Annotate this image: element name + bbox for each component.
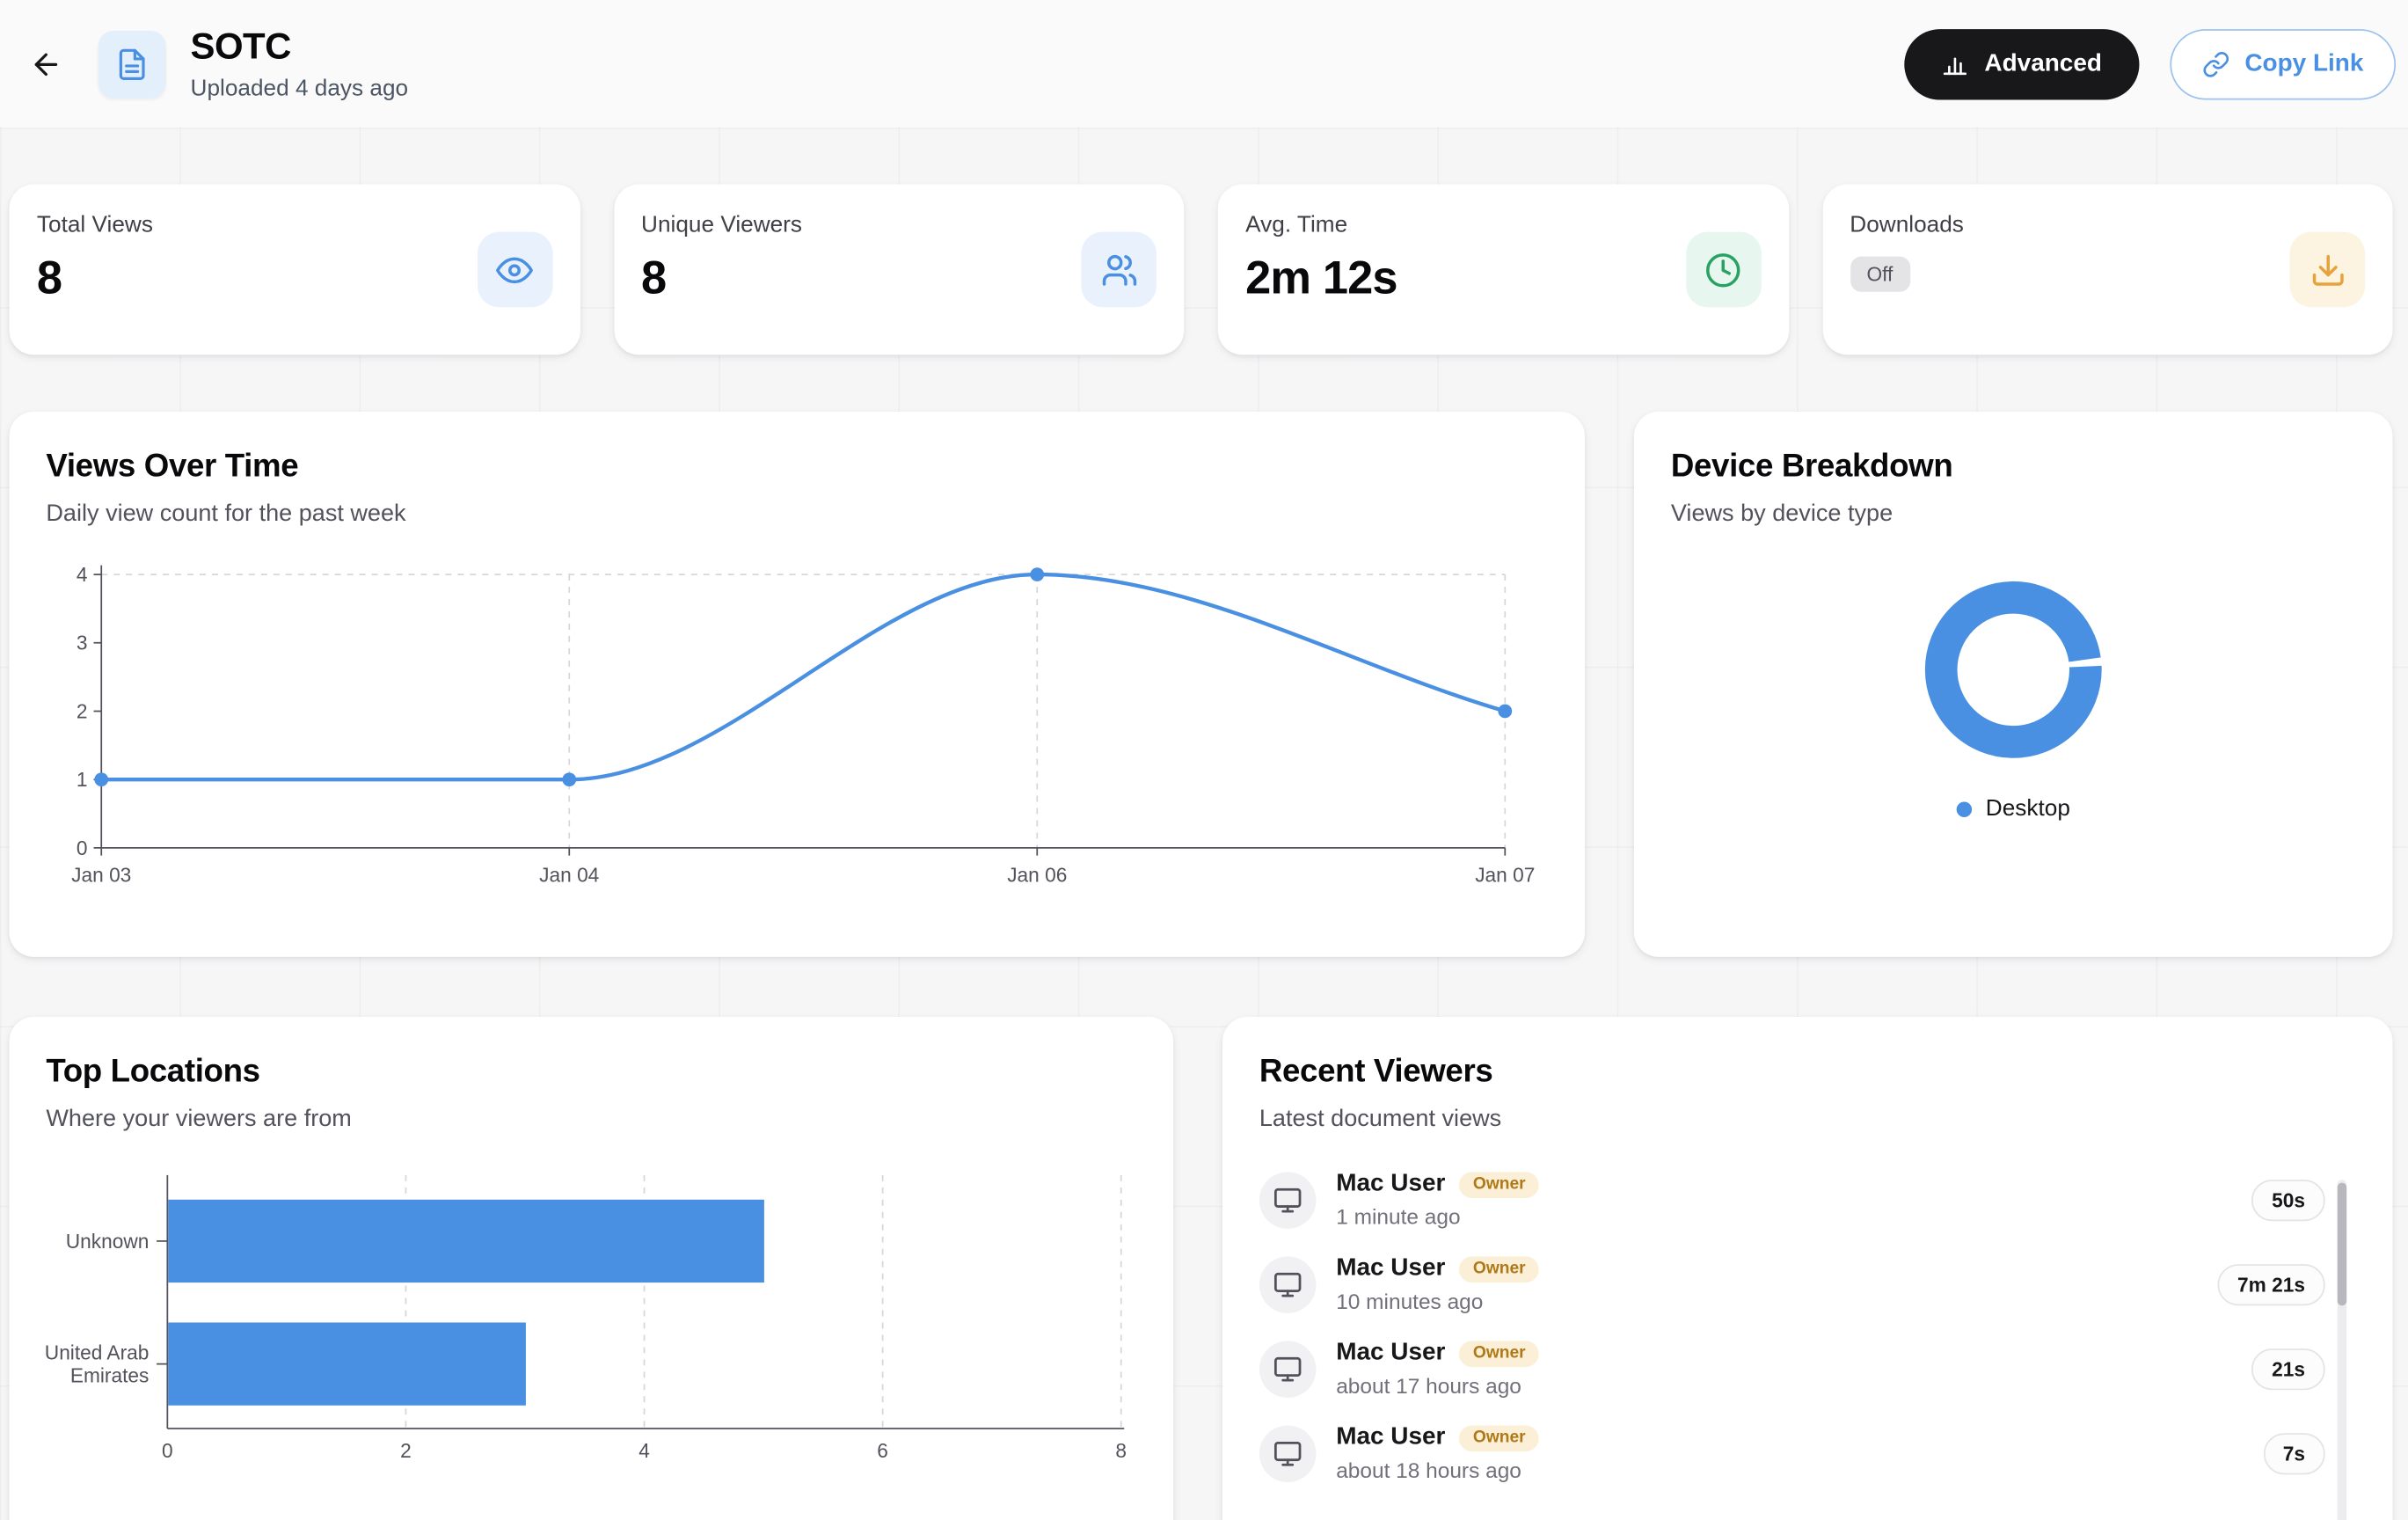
device-breakdown-panel: Device Breakdown Views by device type De… (1633, 411, 2393, 957)
owner-badge: Owner (1459, 1171, 1540, 1198)
svg-text:3: 3 (77, 632, 88, 654)
owner-badge: Owner (1459, 1424, 1540, 1451)
panel-subtitle: Where your viewers are from (46, 1106, 352, 1132)
svg-text:4: 4 (77, 563, 88, 586)
monitor-icon (1259, 1255, 1317, 1313)
stat-label: Unique Viewers (641, 211, 803, 238)
monitor-icon (1259, 1424, 1317, 1482)
view-duration-badge: 7s (2263, 1432, 2325, 1474)
viewer-name: Mac User (1336, 1339, 1446, 1366)
header: SOTC Uploaded 4 days ago Advanced Copy L… (0, 0, 2408, 128)
legend-label: Desktop (1985, 795, 2070, 822)
svg-text:1: 1 (77, 768, 88, 791)
copy-link-button[interactable]: Copy Link (2169, 28, 2397, 99)
viewer-name: Mac User (1336, 1423, 1446, 1451)
viewer-info: Mac User Owner 1 minute ago (1336, 1171, 2251, 1229)
view-duration-badge: 50s (2251, 1179, 2325, 1221)
stat-card-downloads: Downloads Off (1821, 184, 2393, 355)
svg-text:0: 0 (162, 1439, 173, 1462)
viewer-time: 1 minute ago (1336, 1204, 1461, 1229)
svg-text:2: 2 (77, 699, 88, 722)
stat-value: 8 (36, 253, 62, 304)
viewer-row[interactable]: Mac User Owner 1 minute ago 50s (1259, 1165, 2325, 1235)
advanced-button-label: Advanced (1984, 49, 2102, 77)
panel-subtitle: Daily view count for the past week (46, 501, 406, 527)
upload-subtitle: Uploaded 4 days ago (190, 75, 409, 102)
panel-title: Device Breakdown (1670, 448, 1953, 485)
copy-link-button-label: Copy Link (2244, 49, 2364, 77)
views-over-time-panel: Views Over Time Daily view count for the… (9, 411, 1586, 957)
scrollbar-thumb[interactable] (2337, 1182, 2347, 1306)
stat-value: 8 (641, 253, 667, 304)
users-icon (1081, 231, 1157, 308)
viewer-time: about 18 hours ago (1336, 1458, 1521, 1483)
page-title: SOTC (190, 26, 292, 68)
svg-text:Emirates: Emirates (70, 1364, 150, 1387)
viewer-name: Mac User (1336, 1254, 1446, 1282)
download-icon (2289, 231, 2366, 308)
header-actions: Advanced Copy Link (1904, 28, 2397, 99)
stat-label: Downloads (1850, 211, 1964, 238)
view-duration-badge: 21s (2251, 1348, 2325, 1390)
stat-card-unique-viewers: Unique Viewers 8 (613, 184, 1185, 355)
top-locations-panel: Top Locations Where your viewers are fro… (9, 1016, 1174, 1520)
svg-text:2: 2 (400, 1439, 412, 1462)
viewer-time: 10 minutes ago (1336, 1289, 1484, 1314)
bar-chart-icon (1942, 50, 1969, 77)
legend-dot-desktop (1956, 800, 1973, 817)
arrow-left-icon (34, 52, 58, 76)
clock-icon (1685, 231, 1762, 308)
device-donut-chart (1867, 523, 2159, 815)
panel-subtitle: Latest document views (1259, 1106, 1502, 1132)
viewer-info: Mac User Owner 10 minutes ago (1336, 1255, 2217, 1313)
svg-text:0: 0 (77, 837, 88, 859)
viewer-time: about 17 hours ago (1336, 1373, 1521, 1399)
donut-legend: Desktop (1634, 796, 2393, 822)
document-icon (98, 30, 166, 98)
view-duration-badge: 7m 21s (2217, 1263, 2325, 1305)
viewer-row[interactable]: Mac User Owner about 17 hours ago 21s (1259, 1334, 2325, 1404)
top-locations-bar-chart: 0 2 4 6 8 Unknown United Arab Emirates (9, 1171, 1173, 1486)
svg-text:Jan 07: Jan 07 (1475, 863, 1535, 886)
stat-card-avg-time: Avg. Time 2m 12s (1217, 184, 1789, 355)
viewer-name: Mac User (1336, 1170, 1446, 1197)
back-button[interactable] (18, 36, 74, 91)
stat-card-total-views: Total Views 8 (9, 184, 580, 355)
eye-icon (477, 231, 552, 308)
svg-text:Jan 04: Jan 04 (539, 863, 599, 886)
panel-title: Recent Viewers (1259, 1053, 1493, 1090)
scrollbar-track[interactable] (2337, 1180, 2347, 1520)
panel-title: Top Locations (46, 1053, 260, 1090)
svg-text:6: 6 (877, 1439, 888, 1462)
svg-text:8: 8 (1115, 1439, 1127, 1462)
svg-text:United Arab: United Arab (45, 1341, 150, 1363)
stat-value: 2m 12s (1245, 253, 1397, 304)
stats-row: Total Views 8 Unique Viewers 8 Avg. Time… (9, 184, 2393, 355)
viewer-info: Mac User Owner about 17 hours ago (1336, 1340, 2251, 1398)
views-over-time-line-chart: 0 1 2 3 4 Jan 03 Jan 04 Jan 06 Jan 07 (46, 553, 1548, 907)
panel-subtitle: Views by device type (1670, 501, 1894, 527)
title-block: SOTC Uploaded 4 days ago (191, 26, 409, 102)
advanced-button[interactable]: Advanced (1904, 28, 2139, 99)
svg-text:Jan 03: Jan 03 (71, 863, 131, 886)
owner-badge: Owner (1459, 1340, 1540, 1367)
stat-label: Avg. Time (1245, 211, 1348, 238)
owner-badge: Owner (1459, 1255, 1540, 1282)
link-icon (2201, 50, 2229, 77)
svg-text:Unknown: Unknown (66, 1230, 150, 1253)
viewer-row[interactable]: Mac User Owner 10 minutes ago 7m 21s (1259, 1249, 2325, 1319)
panel-title: Views Over Time (46, 448, 299, 485)
stat-label: Total Views (36, 211, 153, 238)
svg-text:Jan 06: Jan 06 (1007, 863, 1067, 886)
viewer-info: Mac User Owner about 18 hours ago (1336, 1424, 2263, 1482)
recent-viewers-panel: Recent Viewers Latest document views Mac… (1222, 1016, 2393, 1520)
downloads-off-badge: Off (1850, 256, 1910, 292)
monitor-icon (1259, 1171, 1317, 1229)
viewer-row[interactable]: Mac User Owner about 18 hours ago 7s (1259, 1418, 2325, 1488)
svg-text:4: 4 (638, 1439, 650, 1462)
monitor-icon (1259, 1340, 1317, 1398)
recent-viewers-list: Mac User Owner 1 minute ago 50s Mac User (1259, 1165, 2325, 1502)
